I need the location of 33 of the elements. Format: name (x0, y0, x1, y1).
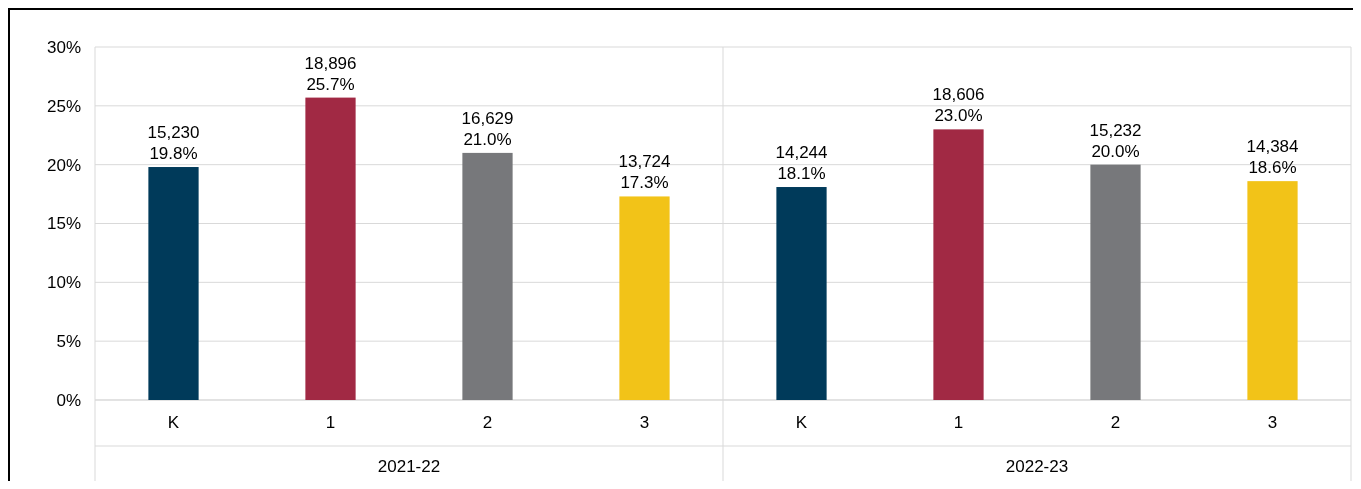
bar (148, 167, 199, 400)
bar (933, 129, 984, 400)
y-tick-label: 10% (46, 273, 81, 293)
data-label: 16,629 21.0% (461, 108, 514, 149)
x-tick-label: 2 (482, 413, 493, 432)
data-label: 13,724 17.3% (618, 152, 671, 193)
data-label: 14,244 18.1% (775, 143, 828, 184)
y-tick-label: 0% (56, 390, 81, 410)
x-tick-label: K (795, 413, 808, 432)
bar (1247, 181, 1298, 400)
data-label: 15,232 20.0% (1089, 120, 1142, 161)
data-label: 18,606 23.0% (932, 85, 985, 126)
x-tick-label: 3 (1267, 413, 1278, 432)
bar (462, 152, 513, 400)
data-label: 15,230 19.8% (147, 123, 200, 164)
bar (776, 187, 827, 400)
y-tick-label: 20% (46, 155, 81, 175)
y-tick-label: 15% (46, 214, 81, 234)
bar (305, 97, 356, 400)
x-tick-label: K (167, 413, 180, 432)
text: 2021-22 (377, 457, 441, 476)
bar (619, 196, 670, 400)
x-tick-label: 1 (953, 413, 964, 432)
x-tick-label: 2 (1110, 413, 1121, 432)
y-tick-label: 30% (46, 37, 81, 57)
text: 2022-23 (1005, 457, 1069, 476)
y-tick-label: 5% (56, 332, 81, 352)
x-tick-label: 3 (639, 413, 650, 432)
x-tick-label: 1 (325, 413, 336, 432)
data-label: 18,896 25.7% (304, 53, 357, 94)
data-label: 14,384 18.6% (1246, 137, 1299, 178)
bar (1090, 164, 1141, 400)
y-tick-label: 25% (46, 96, 81, 116)
